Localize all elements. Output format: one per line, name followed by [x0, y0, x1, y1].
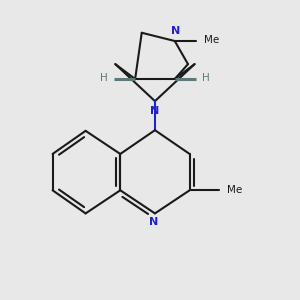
Text: H: H	[100, 73, 108, 83]
Text: N: N	[172, 26, 181, 36]
Text: Me: Me	[226, 185, 242, 195]
Text: N: N	[150, 106, 159, 116]
Text: Me: Me	[205, 35, 220, 45]
Text: N: N	[149, 217, 158, 227]
Text: H: H	[202, 73, 210, 83]
